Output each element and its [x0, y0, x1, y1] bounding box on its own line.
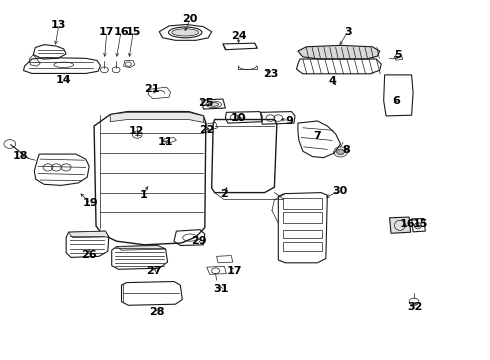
- Text: 3: 3: [344, 27, 352, 37]
- Text: 14: 14: [56, 75, 72, 85]
- Text: 1: 1: [139, 190, 147, 200]
- Text: 22: 22: [199, 125, 215, 135]
- Text: 31: 31: [214, 284, 229, 294]
- Bar: [283, 242, 322, 251]
- Text: 5: 5: [394, 50, 402, 60]
- Ellipse shape: [209, 103, 219, 106]
- Ellipse shape: [172, 29, 199, 36]
- Text: 17: 17: [226, 266, 242, 276]
- Circle shape: [337, 149, 344, 155]
- Text: 28: 28: [149, 307, 165, 317]
- Text: 13: 13: [51, 20, 67, 30]
- Text: 19: 19: [83, 198, 98, 208]
- Text: 25: 25: [198, 98, 214, 108]
- Text: 2: 2: [220, 189, 228, 199]
- Text: 10: 10: [231, 113, 246, 123]
- Polygon shape: [298, 45, 380, 59]
- Text: 17: 17: [99, 27, 115, 37]
- Text: 21: 21: [144, 84, 160, 94]
- Polygon shape: [390, 217, 411, 233]
- Text: 4: 4: [328, 76, 336, 86]
- Text: 12: 12: [128, 126, 144, 136]
- Text: 24: 24: [231, 31, 246, 41]
- Polygon shape: [110, 112, 203, 122]
- Text: 15: 15: [125, 27, 141, 37]
- Text: 15: 15: [412, 219, 428, 229]
- Ellipse shape: [415, 222, 421, 229]
- Text: 7: 7: [313, 131, 321, 141]
- Text: 32: 32: [407, 302, 423, 312]
- Text: 30: 30: [332, 186, 347, 196]
- Text: 27: 27: [147, 266, 162, 276]
- Text: 9: 9: [285, 116, 293, 126]
- Text: 23: 23: [263, 69, 279, 79]
- Text: 29: 29: [191, 236, 206, 246]
- Bar: [283, 230, 322, 238]
- Bar: [283, 198, 322, 209]
- Bar: [283, 212, 322, 223]
- Text: 18: 18: [13, 150, 28, 161]
- Text: 8: 8: [343, 145, 350, 156]
- Text: 6: 6: [392, 96, 400, 106]
- Polygon shape: [69, 231, 109, 238]
- Text: 11: 11: [157, 137, 173, 147]
- Text: 16: 16: [400, 219, 416, 229]
- Text: 26: 26: [81, 249, 97, 260]
- Text: 20: 20: [182, 14, 198, 24]
- Text: 16: 16: [113, 27, 129, 37]
- Polygon shape: [117, 246, 166, 250]
